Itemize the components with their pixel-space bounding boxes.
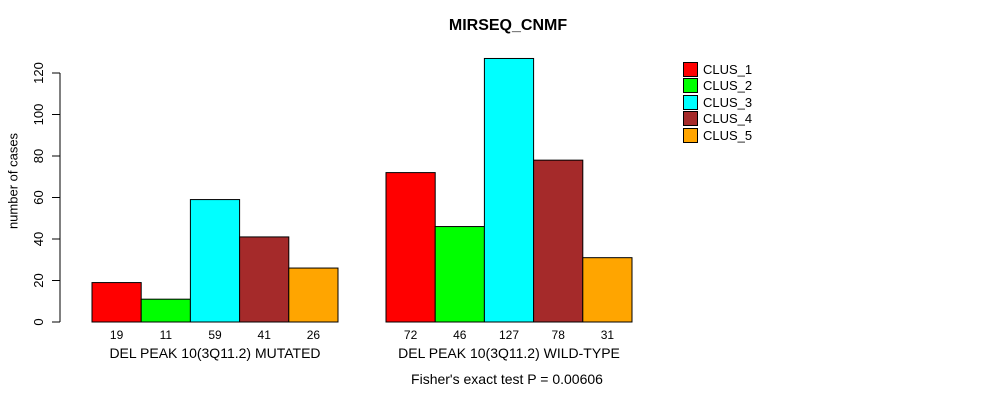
bar-value-label: 31: [601, 328, 615, 342]
y-axis-tick-label: 0: [31, 318, 46, 325]
y-axis-tick-label: 100: [31, 104, 46, 126]
legend-item-clus_2: CLUS_2: [683, 78, 752, 95]
group-label: DEL PEAK 10(3Q11.2) WILD-TYPE: [398, 345, 620, 361]
group-label: DEL PEAK 10(3Q11.2) MUTATED: [109, 345, 320, 361]
y-axis-tick-label: 20: [31, 273, 46, 287]
legend-item-clus_1: CLUS_1: [683, 61, 752, 78]
bar-value-label: 41: [258, 328, 272, 342]
bar-clus_5-group2: [582, 257, 633, 323]
legend-color-swatch: [683, 127, 698, 143]
legend-label: CLUS_1: [703, 61, 753, 77]
bar-clus_1-group1: [91, 282, 142, 323]
legend-label: CLUS_2: [703, 78, 753, 94]
legend-item-clus_5: CLUS_5: [683, 127, 752, 144]
legend-label: CLUS_5: [703, 127, 753, 143]
bar-value-label: 59: [208, 328, 222, 342]
legend-item-clus_4: CLUS_4: [683, 111, 752, 128]
y-axis-tick-label: 80: [31, 149, 46, 163]
bar-clus_5-group1: [288, 267, 339, 323]
chart-legend: CLUS_1 CLUS_2 CLUS_3 CLUS_4 CLUS_5: [683, 61, 752, 144]
y-axis-tick-label: 40: [31, 232, 46, 246]
bar-clus_2-group2: [434, 226, 485, 323]
bar-value-label: 46: [453, 328, 467, 342]
legend-color-swatch: [683, 78, 698, 94]
chart-title: MIRSEQ_CNMF: [448, 17, 568, 34]
bar-clus_4-group1: [239, 236, 290, 323]
bar-clus_2-group1: [140, 298, 191, 323]
legend-item-clus_3: CLUS_3: [683, 94, 752, 111]
bar-clus_4-group2: [533, 159, 584, 323]
bar-value-label: 26: [307, 328, 321, 342]
legend-color-swatch: [683, 111, 698, 127]
bar-value-label: 78: [552, 328, 566, 342]
bar-clus_3-group1: [189, 199, 241, 323]
legend-label: CLUS_4: [703, 111, 753, 127]
y-axis-tick-label: 120: [31, 62, 46, 84]
fisher-test-annotation: Fisher's exact test P = 0.00606: [411, 371, 603, 387]
y-axis-tick-label: 60: [31, 190, 46, 204]
bar-value-label: 11: [160, 328, 173, 342]
legend-label: CLUS_3: [703, 94, 753, 110]
bar-clus_3-group2: [483, 57, 535, 323]
legend-color-swatch: [683, 61, 698, 77]
bar-value-label: 72: [404, 328, 418, 342]
bar-clus_1-group2: [385, 172, 436, 323]
bar-value-label: 127: [499, 328, 519, 342]
legend-color-swatch: [683, 94, 698, 110]
bar-value-label: 19: [110, 328, 124, 342]
